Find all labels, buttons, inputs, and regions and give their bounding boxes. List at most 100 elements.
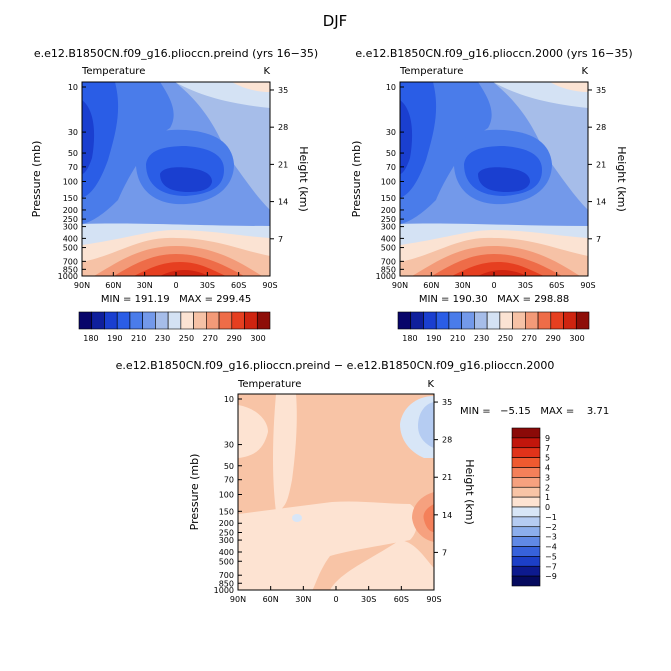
latitude-tick-label: 60N xyxy=(263,595,279,604)
colorbar-swatch xyxy=(435,311,450,330)
height-axis: 35 28 21 14 7 xyxy=(588,86,606,244)
colorbar-swatch xyxy=(511,496,541,508)
contour-band-cold3 xyxy=(400,82,437,198)
pressure-tick-label: 850 xyxy=(63,265,78,274)
colorbar-swatch xyxy=(511,546,541,557)
latitude-tick-label: 60S xyxy=(549,281,564,290)
colorbar-label: −2 xyxy=(545,523,557,532)
colorbar-swatch xyxy=(104,311,118,330)
colorbar-label: 270 xyxy=(522,334,537,343)
panel-title: e.e12.B1850CN.f09_g16.plioccn.preind (yr… xyxy=(34,47,318,60)
colorbar-swatch xyxy=(563,311,577,330)
pressure-tick-label: 250 xyxy=(381,215,396,224)
contour-band-lower-light xyxy=(238,501,418,590)
contour-band-295 xyxy=(160,270,210,276)
latitude-axis: 90N 60N 30N 0 30S 60S 90S xyxy=(392,272,596,290)
pressure-tick-label: 150 xyxy=(219,507,234,516)
contour-band-290 xyxy=(134,262,226,276)
colorbar-swatch xyxy=(116,311,131,330)
colorbar-swatch xyxy=(511,457,541,468)
height-tick-label: 28 xyxy=(278,123,288,132)
pressure-tick-label: 250 xyxy=(63,215,78,224)
height-tick-label: 7 xyxy=(278,235,283,244)
left-label: Temperature xyxy=(81,66,145,77)
pressure-tick-label: 30 xyxy=(68,128,78,137)
height-tick-label: 7 xyxy=(442,548,447,557)
colorbar-swatch xyxy=(511,427,541,439)
colorbar-swatch xyxy=(537,311,552,330)
colorbar-swatch xyxy=(180,311,194,330)
latitude-tick-label: 90N xyxy=(392,281,408,290)
latitude-tick-label: 60N xyxy=(105,281,121,290)
height-tick-label: 28 xyxy=(442,436,452,445)
pressure-tick-label: 400 xyxy=(63,234,78,243)
colorbar: 180 190 210 230 250 270 290 300 xyxy=(78,311,271,343)
contour-core-inner xyxy=(478,167,530,192)
contour-band-warm-top xyxy=(232,82,270,92)
colorbar-label: 7 xyxy=(545,444,550,453)
left-label: Temperature xyxy=(237,379,301,390)
colorbar-label: 4 xyxy=(545,464,550,473)
y-axis-right-label: Height (km) xyxy=(463,459,476,525)
colorbar-swatch xyxy=(499,311,513,330)
colorbar-label: −7 xyxy=(545,562,557,571)
pressure-tick-label: 200 xyxy=(219,519,234,528)
left-label: Temperature xyxy=(399,66,463,77)
y-axis-right-label: Height (km) xyxy=(297,146,310,212)
min-max-stats: MIN = 191.19 MAX = 299.45 xyxy=(101,294,251,305)
colorbar-swatch xyxy=(206,311,220,330)
pressure-tick-label: 300 xyxy=(219,536,234,545)
colorbar-label: 190 xyxy=(107,334,122,343)
colorbar-swatch xyxy=(511,575,541,587)
colorbar-swatch xyxy=(511,536,541,547)
contour-field xyxy=(400,82,588,276)
height-tick-label: 21 xyxy=(596,160,606,169)
min-max-stats: MIN = −5.15 MAX = 3.71 xyxy=(460,406,609,417)
contour-band-right-warm-core xyxy=(423,504,434,532)
colorbar-swatch xyxy=(511,556,541,567)
colorbar-swatch xyxy=(193,311,207,330)
latitude-tick-label: 30S xyxy=(361,595,376,604)
contour-field xyxy=(238,394,434,590)
panel-title: e.e12.B1850CN.f09_g16.plioccn.2000 (yrs … xyxy=(355,47,632,60)
contour-negative-spot xyxy=(292,514,302,522)
pressure-tick-label: 1000 xyxy=(214,586,234,595)
pressure-tick-label: 100 xyxy=(381,178,396,187)
colorbar-swatch xyxy=(218,311,233,330)
latitude-tick-label: 90N xyxy=(74,281,90,290)
pressure-tick-label: 50 xyxy=(224,462,234,471)
colorbar-label: 180 xyxy=(83,334,98,343)
colorbar-swatch xyxy=(142,311,156,330)
latitude-tick-label: 90S xyxy=(426,595,441,604)
pressure-tick-label: 50 xyxy=(68,149,78,158)
latitude-tick-label: 0 xyxy=(491,281,496,290)
contour-band-cold3 xyxy=(82,82,119,198)
pressure-tick-label: 700 xyxy=(63,257,78,266)
pressure-tick-label: 400 xyxy=(219,548,234,557)
colorbar: 180 190 210 230 250 270 290 300 xyxy=(397,311,590,343)
latitude-tick-label: 90S xyxy=(262,281,277,290)
colorbar-swatch xyxy=(244,311,258,330)
colorbar-swatch xyxy=(525,311,539,330)
latitude-tick-label: 30S xyxy=(200,281,215,290)
pressure-tick-label: 150 xyxy=(63,194,78,203)
colorbar-label: 5 xyxy=(545,454,550,463)
colorbar-label: 230 xyxy=(474,334,489,343)
contour-band-295 xyxy=(478,270,528,276)
pressure-tick-label: 70 xyxy=(68,163,78,172)
pressure-tick-label: 30 xyxy=(386,128,396,137)
right-label: K xyxy=(263,66,270,77)
colorbar-swatch xyxy=(410,311,424,330)
colorbar-swatch xyxy=(511,565,541,577)
pressure-tick-label: 500 xyxy=(63,244,78,253)
colorbar-label: 270 xyxy=(203,334,218,343)
figure-title: DJF xyxy=(323,12,348,30)
colorbar-swatch xyxy=(256,311,271,330)
right-label: K xyxy=(581,66,588,77)
contour-band-small-positive xyxy=(238,405,268,458)
colorbar-label: 290 xyxy=(227,334,242,343)
height-tick-label: 35 xyxy=(442,398,452,407)
